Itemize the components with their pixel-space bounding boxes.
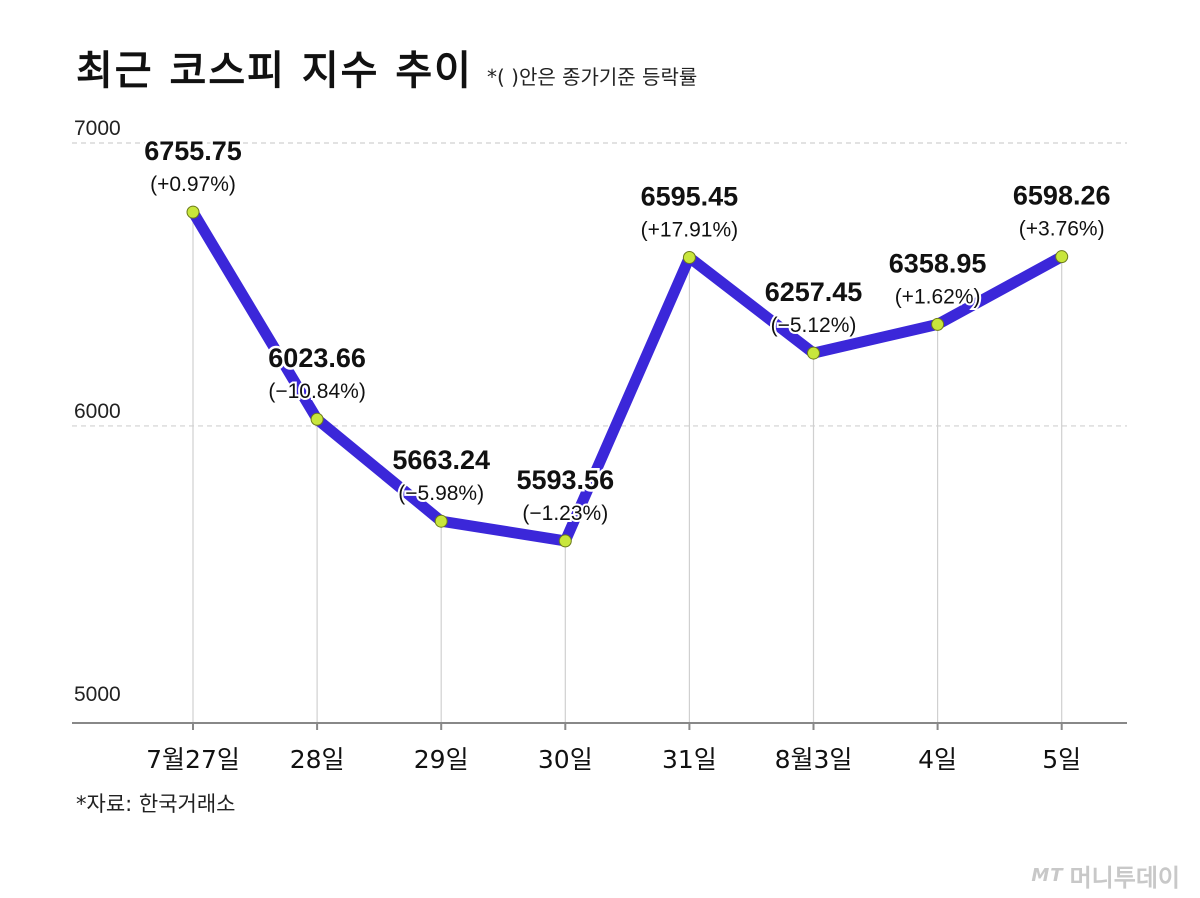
data-change-label: (+17.91%) <box>641 218 738 241</box>
x-tick-label: 8월3일 <box>775 745 853 774</box>
y-tick-label: 7000 <box>74 117 121 140</box>
source-note: *자료: 한국거래소 <box>76 792 236 816</box>
data-change-label: (−1.23%) <box>522 502 608 525</box>
y-tick-label: 6000 <box>74 400 121 423</box>
data-point <box>310 412 324 426</box>
data-point <box>186 205 200 219</box>
series-line <box>187 206 1068 547</box>
data-change-label: (+1.62%) <box>895 285 981 308</box>
data-change-label: (−5.98%) <box>398 482 484 505</box>
x-tick-label: 4일 <box>918 745 957 774</box>
chart-title: 최근 코스피 지수 추이 <box>76 48 473 94</box>
title-row: 최근 코스피 지수 추이 *( )안은 종가기준 등락률 <box>76 38 697 96</box>
data-point <box>1055 250 1069 264</box>
data-change-label: (+0.97%) <box>150 173 236 196</box>
data-point <box>682 250 696 264</box>
data-value-label: 6598.26 <box>1013 181 1111 211</box>
data-value-label: 6257.45 <box>765 277 863 307</box>
x-tick-label: 31일 <box>662 745 717 774</box>
chart-subtitle: *( )안은 종가기준 등락률 <box>486 65 698 89</box>
x-tick-label: 5일 <box>1042 745 1081 774</box>
watermark-name: 머니투데이 <box>1069 864 1180 892</box>
x-tick-label: 30일 <box>538 745 593 774</box>
y-tick-label: 5000 <box>74 683 121 706</box>
x-tick-label: 28일 <box>290 745 345 774</box>
data-value-label: 5663.24 <box>392 445 490 475</box>
data-change-label: (−5.12%) <box>771 314 857 337</box>
data-value-label: 6595.45 <box>641 181 739 211</box>
data-change-label: (−10.84%) <box>268 380 365 403</box>
data-value-label: 6023.66 <box>268 343 366 373</box>
watermark: MT 머니투데이 <box>1031 858 1180 893</box>
data-point <box>558 534 572 548</box>
data-point <box>807 346 820 360</box>
data-point <box>434 514 448 528</box>
data-value-label: 5593.56 <box>516 465 614 495</box>
watermark-logo: MT <box>1031 865 1064 886</box>
data-value-label: 6358.95 <box>889 248 987 278</box>
x-tick-label: 29일 <box>414 745 469 774</box>
data-value-label: 6755.75 <box>144 136 242 166</box>
x-tick-label: 7월27일 <box>146 745 240 774</box>
data-point <box>931 317 945 331</box>
data-change-label: (+3.76%) <box>1019 218 1105 241</box>
